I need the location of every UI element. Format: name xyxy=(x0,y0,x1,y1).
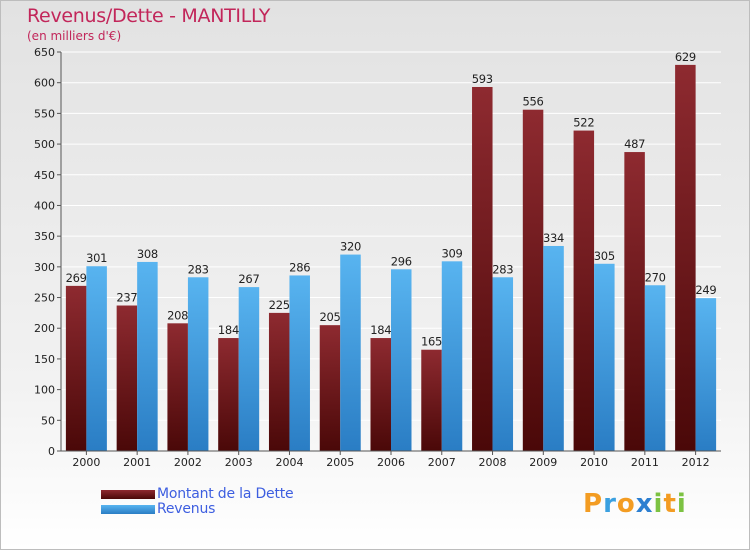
data-label-revenue: 283 xyxy=(492,262,513,276)
data-label-debt: 165 xyxy=(421,335,442,349)
legend-swatch-revenue xyxy=(101,505,155,514)
chart-subtitle: (en milliers d'€) xyxy=(27,29,122,43)
logo-letter: r xyxy=(603,489,617,519)
data-label-revenue: 270 xyxy=(645,270,666,284)
data-label-debt: 208 xyxy=(167,308,188,322)
y-tick-label: 150 xyxy=(34,353,55,366)
y-tick-label: 550 xyxy=(34,107,55,120)
data-label-debt: 629 xyxy=(675,50,696,64)
bar-revenue xyxy=(441,261,463,451)
data-label-revenue: 334 xyxy=(543,231,564,245)
y-tick-label: 50 xyxy=(41,414,55,427)
x-tick-label: 2002 xyxy=(174,456,202,469)
data-label-debt: 184 xyxy=(370,323,391,337)
bar-debt xyxy=(421,349,442,451)
bar-debt xyxy=(268,312,290,451)
data-label-revenue: 309 xyxy=(441,246,462,260)
y-tick-label: 400 xyxy=(34,199,55,212)
bar-debt xyxy=(370,338,391,451)
bar-revenue xyxy=(187,277,209,451)
y-tick-label: 450 xyxy=(34,169,55,182)
x-tick-label: 2003 xyxy=(225,456,253,469)
bar-revenue xyxy=(594,263,615,451)
x-tick-label: 2005 xyxy=(326,456,354,469)
data-label-debt: 522 xyxy=(573,116,594,130)
data-label-debt: 556 xyxy=(523,95,544,109)
logo-letter: x xyxy=(635,489,654,519)
x-tick-label: 2001 xyxy=(123,456,151,469)
bar-debt xyxy=(116,305,138,451)
data-label-revenue: 301 xyxy=(86,251,107,265)
x-tick-label: 2012 xyxy=(682,456,710,469)
data-label-revenue: 283 xyxy=(188,262,209,276)
bar-debt xyxy=(573,130,595,451)
data-label-debt: 205 xyxy=(319,310,340,324)
data-label-debt: 237 xyxy=(116,291,137,305)
y-tick-label: 500 xyxy=(34,138,55,151)
y-tick-label: 200 xyxy=(34,322,55,335)
chart-title: Revenus/Dette - MANTILLY xyxy=(27,5,271,27)
data-label-revenue: 296 xyxy=(391,254,412,268)
bar-revenue xyxy=(238,287,260,451)
data-label-revenue: 308 xyxy=(137,247,158,261)
x-tick-label: 2007 xyxy=(428,456,456,469)
data-label-debt: 593 xyxy=(472,72,493,86)
y-tick-label: 250 xyxy=(34,292,55,305)
bar-revenue xyxy=(492,277,514,451)
bar-revenue xyxy=(695,298,717,451)
legend-label-revenue: Revenus xyxy=(157,501,216,517)
logo-letter: i xyxy=(676,489,687,519)
bar-debt xyxy=(319,325,341,451)
x-tick-label: 2008 xyxy=(479,456,507,469)
legend-label-debt: Montant de la Dette xyxy=(157,486,294,502)
legend-swatch-debt xyxy=(101,490,155,499)
bar-revenue xyxy=(543,245,564,451)
y-tick-label: 100 xyxy=(34,384,55,397)
data-label-debt: 184 xyxy=(218,323,239,337)
bar-debt xyxy=(167,323,188,451)
proxiti-logo: Proxiti xyxy=(583,489,687,519)
x-tick-label: 2004 xyxy=(275,456,303,469)
bar-revenue xyxy=(644,285,666,451)
logo-letter: P xyxy=(583,489,604,519)
y-tick-label: 0 xyxy=(48,445,55,458)
data-label-revenue: 305 xyxy=(594,249,615,263)
y-tick-label: 600 xyxy=(34,77,55,90)
data-label-revenue: 286 xyxy=(289,260,310,274)
bar-debt xyxy=(675,64,696,451)
x-tick-label: 2010 xyxy=(580,456,608,469)
bar-debt xyxy=(472,86,493,451)
bar-debt xyxy=(65,285,87,451)
bar-revenue xyxy=(86,266,107,451)
data-label-revenue: 267 xyxy=(238,272,259,286)
bar-revenue xyxy=(137,261,158,451)
bar-debt xyxy=(218,338,239,451)
x-tick-label: 2009 xyxy=(529,456,557,469)
data-label-debt: 225 xyxy=(269,298,290,312)
data-label-revenue: 249 xyxy=(695,283,716,297)
y-tick-label: 300 xyxy=(34,261,55,274)
logo-letter: t xyxy=(663,489,677,519)
bar-revenue xyxy=(391,269,412,451)
data-label-debt: 269 xyxy=(66,271,87,285)
logo-letter: o xyxy=(616,489,636,519)
bar-revenue xyxy=(289,275,310,451)
bar-debt xyxy=(522,109,544,451)
data-label-revenue: 320 xyxy=(340,240,361,254)
y-tick-label: 350 xyxy=(34,230,55,243)
x-tick-label: 2011 xyxy=(631,456,659,469)
data-label-debt: 487 xyxy=(624,137,645,151)
x-tick-label: 2000 xyxy=(72,456,100,469)
bar-debt xyxy=(624,152,645,451)
x-tick-label: 2006 xyxy=(377,456,405,469)
logo-letter: i xyxy=(653,489,664,519)
y-tick-label: 650 xyxy=(34,46,55,59)
bar-revenue xyxy=(340,254,361,451)
